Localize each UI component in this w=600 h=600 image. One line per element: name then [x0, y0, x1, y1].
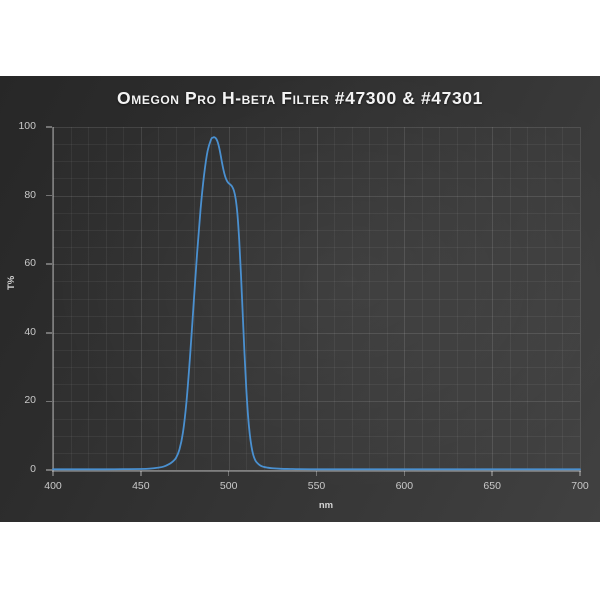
x-tick-label: 400 — [44, 480, 62, 492]
gridline-vertical — [316, 127, 318, 470]
gridline-vertical — [386, 127, 388, 470]
gridline-horizontal — [53, 349, 580, 351]
gridline-vertical — [158, 127, 160, 470]
y-tick-mark — [46, 469, 52, 471]
x-tick-mark — [227, 471, 230, 476]
x-tick-label: 450 — [132, 480, 150, 492]
x-tick-label: 500 — [219, 480, 238, 492]
transmission-curve-path — [53, 137, 580, 469]
gridline-vertical — [439, 127, 441, 470]
y-tick-mark — [46, 126, 52, 128]
y-tick-label: 80 — [24, 188, 36, 201]
gridline-vertical — [53, 127, 54, 470]
gridline-vertical — [421, 127, 423, 470]
gridline-vertical — [140, 127, 142, 470]
x-tick-label: 600 — [395, 480, 414, 492]
y-axis-spine — [52, 127, 54, 471]
x-tick-label: 700 — [571, 480, 589, 492]
gridline-horizontal — [53, 212, 580, 214]
gridline-vertical — [88, 127, 90, 470]
gridline-horizontal — [53, 178, 580, 180]
gridline-vertical — [492, 127, 494, 470]
gridline-vertical — [281, 127, 283, 470]
chart-panel: Omegon Pro H-beta Filter #47300 & #47301… — [0, 76, 600, 522]
gridline-vertical — [562, 127, 564, 470]
gridline-horizontal — [53, 435, 580, 437]
gridline-vertical — [369, 127, 371, 470]
gridline-vertical — [175, 127, 177, 470]
gridline-horizontal — [53, 247, 580, 249]
gridline-vertical — [351, 127, 353, 470]
gridline-horizontal — [53, 367, 580, 369]
gridline-vertical — [509, 127, 511, 470]
y-tick-mark — [46, 263, 52, 265]
y-tick-label: 100 — [18, 120, 36, 132]
x-tick-label: 650 — [483, 480, 501, 492]
y-tick-label: 40 — [24, 325, 36, 338]
gridline-vertical — [474, 127, 476, 470]
gridline-horizontal — [53, 229, 580, 231]
x-tick-label: 550 — [307, 480, 326, 492]
x-tick-mark — [579, 471, 581, 476]
gridline-vertical — [544, 127, 546, 470]
y-axis-title: T% — [6, 275, 17, 290]
y-tick-label: 0 — [30, 463, 36, 475]
gridline-vertical — [228, 127, 230, 470]
gridline-vertical — [246, 127, 248, 470]
gridline-vertical — [580, 127, 581, 470]
gridline-vertical — [263, 127, 265, 470]
gridline-vertical — [527, 127, 529, 470]
gridline-vertical — [298, 127, 300, 470]
gridline-horizontal — [53, 298, 580, 300]
gridline-horizontal — [53, 281, 580, 283]
gridline-horizontal — [53, 401, 580, 403]
x-axis-spine — [52, 470, 581, 472]
gridline-vertical — [457, 127, 459, 470]
x-tick-mark — [315, 471, 318, 476]
y-tick-label: 60 — [24, 257, 36, 270]
x-axis-title: nm — [318, 500, 334, 511]
gridline-horizontal — [53, 127, 580, 128]
transmission-curve — [53, 127, 580, 470]
chart-title: Omegon Pro H-beta Filter #47300 & #47301 — [117, 88, 483, 108]
gridline-horizontal — [53, 384, 580, 386]
y-tick-label: 20 — [24, 394, 36, 407]
gridline-horizontal — [53, 418, 580, 420]
y-tick-mark — [46, 400, 52, 403]
gridline-horizontal — [53, 144, 580, 146]
gridline-horizontal — [53, 470, 580, 471]
gridline-vertical — [70, 127, 72, 470]
y-tick-mark — [46, 332, 52, 334]
gridline-vertical — [334, 127, 336, 470]
gridline-horizontal — [53, 332, 580, 334]
gridline-horizontal — [53, 161, 580, 163]
y-tick-mark — [46, 194, 52, 197]
x-tick-mark — [403, 471, 406, 476]
plot-area — [53, 127, 581, 471]
x-tick-mark — [491, 471, 493, 476]
gridline-vertical — [404, 127, 406, 470]
gridline-horizontal — [53, 452, 580, 454]
x-tick-mark — [140, 471, 142, 476]
x-tick-mark — [52, 471, 54, 476]
gridline-horizontal — [53, 264, 580, 266]
gridline-vertical — [105, 127, 107, 470]
gridline-horizontal — [53, 195, 580, 197]
gridline-vertical — [123, 127, 125, 470]
gridline-horizontal — [53, 315, 580, 317]
gridline-vertical — [211, 127, 213, 470]
